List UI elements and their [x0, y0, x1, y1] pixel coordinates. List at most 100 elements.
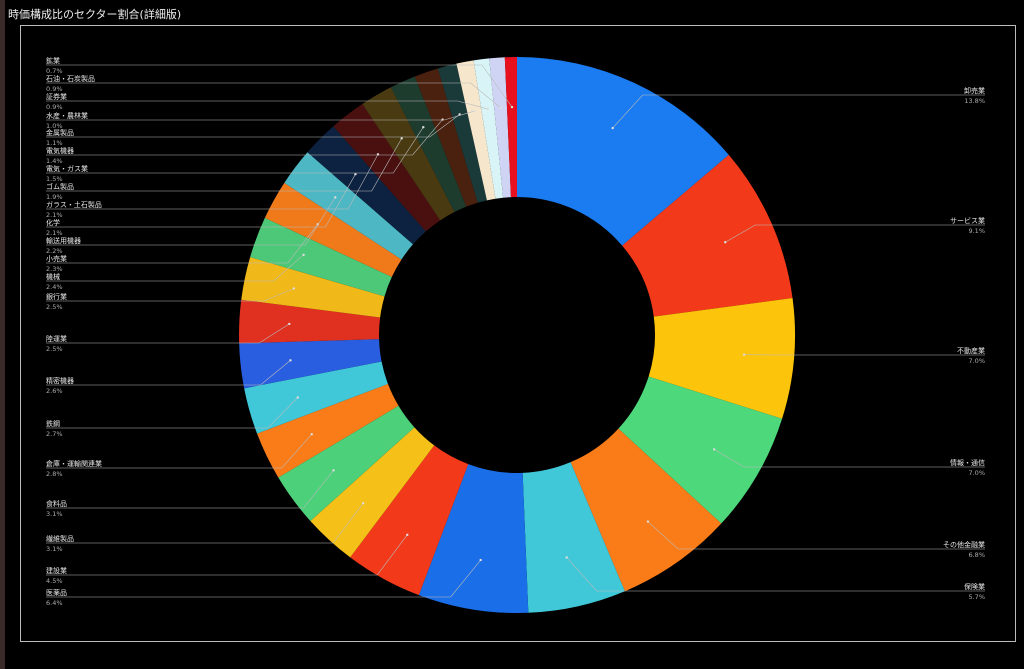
leader-dot-17 — [334, 196, 337, 199]
leader-dot-11 — [296, 396, 299, 399]
leader-line-9 — [46, 470, 334, 509]
slice-value-14: 2.5% — [46, 303, 63, 311]
slice-18[interactable] — [307, 126, 426, 245]
window-edge — [0, 0, 5, 669]
leader-dot-27 — [510, 105, 514, 109]
slice-19[interactable] — [333, 104, 441, 232]
slice-14[interactable] — [241, 257, 385, 318]
slice-5[interactable] — [522, 462, 625, 613]
leader-line-5 — [566, 557, 985, 592]
leader-line-4 — [647, 521, 985, 550]
slice-value-19: 2.1% — [46, 211, 63, 219]
slice-label-6: 医薬品 — [46, 588, 67, 597]
slice-22[interactable] — [414, 68, 478, 207]
leader-dot-5 — [565, 556, 568, 559]
slice-20[interactable] — [362, 87, 455, 221]
slice-label-14: 銀行業 — [46, 292, 67, 301]
leader-line-8 — [46, 503, 364, 544]
slice-value-22: 1.4% — [46, 157, 63, 165]
leader-line-1 — [725, 224, 985, 243]
slice-4[interactable] — [570, 428, 722, 592]
leader-dot-16 — [316, 223, 319, 226]
slice-6[interactable] — [418, 464, 529, 613]
slice-value-6: 6.4% — [46, 599, 63, 607]
slice-value-23: 1.1% — [46, 139, 63, 147]
slice-label-18: 化学 — [46, 218, 60, 227]
slice-value-3: 7.0% — [968, 469, 985, 477]
slice-value-15: 2.4% — [46, 283, 63, 291]
slice-label-12: 精密機器 — [46, 376, 74, 385]
slice-value-8: 3.1% — [46, 545, 63, 553]
slice-12[interactable] — [239, 339, 382, 389]
slice-17[interactable] — [284, 152, 413, 260]
slice-3[interactable] — [618, 376, 783, 524]
slice-13[interactable] — [239, 299, 381, 344]
slice-label-17: 輸送用機器 — [46, 236, 81, 245]
slice-0[interactable] — [517, 57, 729, 246]
leader-dot-2 — [742, 353, 746, 356]
slice-26[interactable] — [489, 57, 511, 198]
leader-dot-21 — [422, 125, 425, 129]
leader-line-15 — [46, 254, 304, 282]
leader-dot-12 — [289, 359, 292, 362]
leader-dot-0 — [611, 126, 614, 130]
slice-label-10: 倉庫・運輸関連業 — [46, 459, 102, 468]
slice-value-7: 4.5% — [46, 577, 63, 585]
leader-line-23 — [46, 114, 460, 138]
slice-7[interactable] — [350, 445, 469, 596]
slice-label-15: 機械 — [46, 272, 60, 281]
slice-value-4: 6.8% — [968, 551, 985, 559]
slice-24[interactable] — [456, 60, 496, 201]
leader-dot-6 — [479, 558, 482, 562]
slice-9[interactable] — [278, 405, 415, 521]
leader-line-6 — [46, 559, 481, 598]
leader-line-25 — [46, 100, 488, 110]
leader-line-12 — [46, 360, 291, 386]
leader-line-7 — [46, 534, 408, 576]
leader-dot-25 — [486, 107, 489, 111]
chart-title: 時価構成比のセクター割合(詳細版) — [8, 8, 182, 21]
slice-label-22: 電気機器 — [46, 146, 74, 155]
slice-2[interactable] — [648, 298, 795, 419]
leader-dot-9 — [332, 469, 335, 472]
slice-10[interactable] — [257, 383, 399, 478]
leader-line-0 — [612, 94, 985, 129]
slice-21[interactable] — [390, 76, 467, 213]
slice-label-27: 鉱業 — [46, 56, 60, 65]
slice-value-0: 13.8% — [964, 97, 985, 105]
leader-line-14 — [46, 288, 294, 302]
leader-dot-13 — [288, 322, 291, 326]
slice-16[interactable] — [264, 182, 402, 277]
slice-value-16: 2.3% — [46, 265, 63, 273]
slice-label-24: 水産・農林業 — [46, 111, 88, 120]
leader-dot-1 — [724, 241, 727, 244]
slice-15[interactable] — [250, 217, 392, 297]
leader-line-11 — [46, 397, 298, 429]
slice-8[interactable] — [310, 427, 435, 558]
slice-value-9: 3.1% — [46, 510, 63, 518]
leader-line-13 — [46, 323, 290, 344]
slice-label-3: 情報・通信 — [950, 458, 985, 467]
slice-23[interactable] — [437, 63, 487, 203]
slice-27[interactable] — [504, 57, 517, 198]
slice-label-0: 卸売業 — [964, 86, 985, 95]
leader-dot-8 — [361, 502, 365, 505]
slice-value-1: 9.1% — [968, 227, 985, 235]
slice-label-5: 保険業 — [964, 582, 985, 591]
slice-label-2: 不動産業 — [957, 346, 985, 355]
leader-line-21 — [46, 127, 424, 174]
slice-label-23: 金属製品 — [46, 128, 74, 137]
leader-dot-14 — [292, 287, 296, 290]
slice-label-20: ゴム製品 — [46, 182, 74, 191]
slice-1[interactable] — [622, 154, 793, 317]
slice-value-11: 2.7% — [46, 430, 63, 438]
slice-value-2: 7.0% — [968, 357, 985, 365]
leader-dot-10 — [310, 433, 313, 436]
slice-25[interactable] — [473, 58, 504, 199]
leader-dot-18 — [354, 172, 357, 176]
slice-value-24: 1.0% — [46, 122, 63, 130]
leader-line-22 — [46, 119, 443, 156]
slice-label-19: ガラス・土石製品 — [46, 200, 102, 209]
leader-line-26 — [46, 82, 501, 108]
